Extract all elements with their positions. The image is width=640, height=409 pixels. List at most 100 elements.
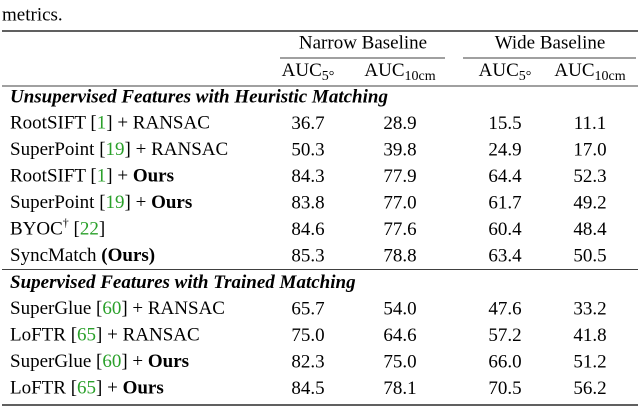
method-part: 65 (77, 378, 96, 399)
value-cell: 49.2 (573, 192, 606, 213)
value-cell: 63.4 (488, 245, 522, 266)
group-header: Wide Baseline (495, 32, 606, 53)
method-part: [ (69, 219, 80, 240)
method-part: ] + RANSAC (125, 139, 229, 160)
value-cell: 82.3 (291, 351, 324, 372)
value-cell: 15.5 (488, 113, 521, 134)
value-cell: 50.5 (573, 245, 606, 266)
method-part: 19 (106, 192, 125, 213)
value-cell: 57.2 (488, 325, 521, 346)
column-header-sub: 5° (322, 69, 335, 84)
method-part: 19 (106, 139, 125, 160)
section-title: Unsupervised Features with Heuristic Mat… (10, 86, 388, 107)
method-name: SuperPoint [19] + Ours (10, 192, 192, 213)
method-part: BYOC (10, 219, 63, 240)
method-part: RootSIFT [ (10, 113, 97, 134)
method-name: SuperPoint [19] + RANSAC (10, 139, 228, 160)
value-cell: 78.1 (383, 378, 416, 399)
column-header: AUC5° (479, 60, 532, 84)
method-part: 22 (80, 219, 99, 240)
method-name: SyncMatch (Ours) (10, 245, 155, 266)
column-header-sub: 10cm (595, 69, 626, 84)
method-part: ] (99, 219, 105, 240)
value-cell: 41.8 (573, 325, 606, 346)
value-cell: 61.7 (488, 192, 521, 213)
method-name: BYOC† [22] (10, 215, 105, 240)
method-part: LoFTR [ (10, 378, 77, 399)
value-cell: 24.9 (488, 139, 521, 160)
method-name: LoFTR [65] + RANSAC (10, 325, 200, 346)
column-header-base: AUC (364, 60, 404, 81)
value-cell: 84.6 (291, 219, 324, 240)
value-cell: 17.0 (573, 139, 606, 160)
value-cell: 60.4 (488, 219, 522, 240)
value-cell: 52.3 (573, 166, 606, 187)
value-cell: 77.9 (383, 166, 416, 187)
method-part: ] + RANSAC (121, 298, 225, 319)
value-cell: 84.3 (291, 166, 324, 187)
value-cell: 78.8 (383, 245, 416, 266)
method-part: 1 (97, 113, 107, 134)
method-part: LoFTR [ (10, 325, 77, 346)
group-header: Narrow Baseline (299, 32, 427, 53)
method-name: SuperGlue [60] + RANSAC (10, 298, 225, 319)
value-cell: 28.9 (383, 113, 416, 134)
section-title: Supervised Features with Trained Matchin… (10, 272, 356, 293)
method-name: RootSIFT [1] + Ours (10, 166, 174, 187)
method-part: 65 (77, 325, 96, 346)
value-cell: 50.3 (291, 139, 324, 160)
method-part: ] + (125, 192, 152, 213)
column-header-base: AUC (554, 60, 594, 81)
value-cell: 48.4 (573, 219, 607, 240)
column-header: AUC10cm (554, 60, 625, 84)
method-part: RootSIFT [ (10, 166, 97, 187)
value-cell: 11.1 (574, 113, 607, 134)
value-cell: 84.5 (291, 378, 324, 399)
method-part: 1 (97, 166, 107, 187)
value-cell: 85.3 (291, 245, 324, 266)
column-header-sub: 5° (519, 69, 532, 84)
value-cell: 54.0 (383, 298, 416, 319)
method-part: ] + (106, 166, 133, 187)
value-cell: 83.8 (291, 192, 324, 213)
method-part: ] + RANSAC (96, 325, 200, 346)
column-header: AUC10cm (364, 60, 435, 84)
method-part: ] + (96, 378, 123, 399)
value-cell: 56.2 (573, 378, 606, 399)
method-part: (Ours) (101, 245, 155, 266)
column-header-sub: 10cm (405, 69, 436, 84)
method-part: 60 (102, 298, 121, 319)
column-header-base: AUC (282, 60, 322, 81)
value-cell: 70.5 (488, 378, 521, 399)
value-cell: 75.0 (291, 325, 324, 346)
value-cell: 36.7 (291, 113, 324, 134)
value-cell: 47.6 (488, 298, 521, 319)
method-part: Ours (151, 192, 192, 213)
value-cell: 64.6 (383, 325, 416, 346)
value-cell: 77.6 (383, 219, 416, 240)
method-part: ] + RANSAC (106, 113, 210, 134)
method-part: SuperPoint [ (10, 192, 106, 213)
value-cell: 39.8 (383, 139, 416, 160)
method-part: Ours (123, 378, 164, 399)
method-name: RootSIFT [1] + RANSAC (10, 113, 210, 134)
value-cell: 51.2 (573, 351, 606, 372)
value-cell: 65.7 (291, 298, 324, 319)
value-cell: 75.0 (383, 351, 416, 372)
method-name: SuperGlue [60] + Ours (10, 351, 189, 372)
column-header: AUC5° (282, 60, 335, 84)
method-part: Ours (148, 351, 189, 372)
method-part: SyncMatch (10, 245, 101, 266)
value-cell: 77.0 (383, 192, 416, 213)
method-part: 60 (102, 351, 121, 372)
value-cell: 33.2 (573, 298, 606, 319)
value-cell: 66.0 (488, 351, 521, 372)
method-part: † (63, 215, 69, 229)
method-part: SuperPoint [ (10, 139, 106, 160)
method-part: SuperGlue [ (10, 351, 102, 372)
caption-text: metrics. (2, 4, 63, 25)
column-header-base: AUC (479, 60, 519, 81)
method-part: Ours (133, 166, 174, 187)
